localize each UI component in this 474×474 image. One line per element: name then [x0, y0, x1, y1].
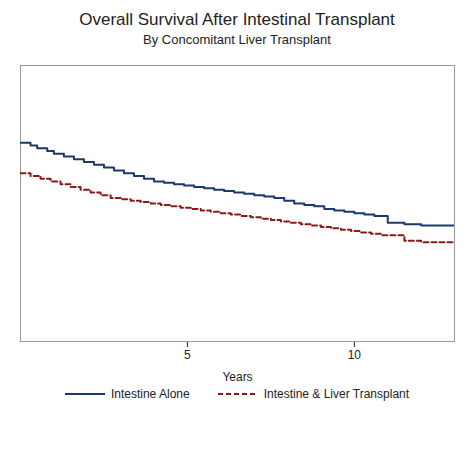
html-text:By Concomitant Liver Transplan: By Concomitant Liver Transplant: [143, 32, 331, 47]
html-text:Overall Survival After Intesti: Overall Survival After Intestinal Transp…: [79, 10, 395, 29]
svg-text:10: 10: [348, 348, 362, 362]
svg-text:Years: Years: [222, 370, 252, 384]
html-text:Intestine Alone: Intestine Alone: [110, 387, 190, 401]
svg-text:5: 5: [184, 348, 191, 362]
html-text:Intestine & Liver Transplant: Intestine & Liver Transplant: [263, 387, 410, 401]
